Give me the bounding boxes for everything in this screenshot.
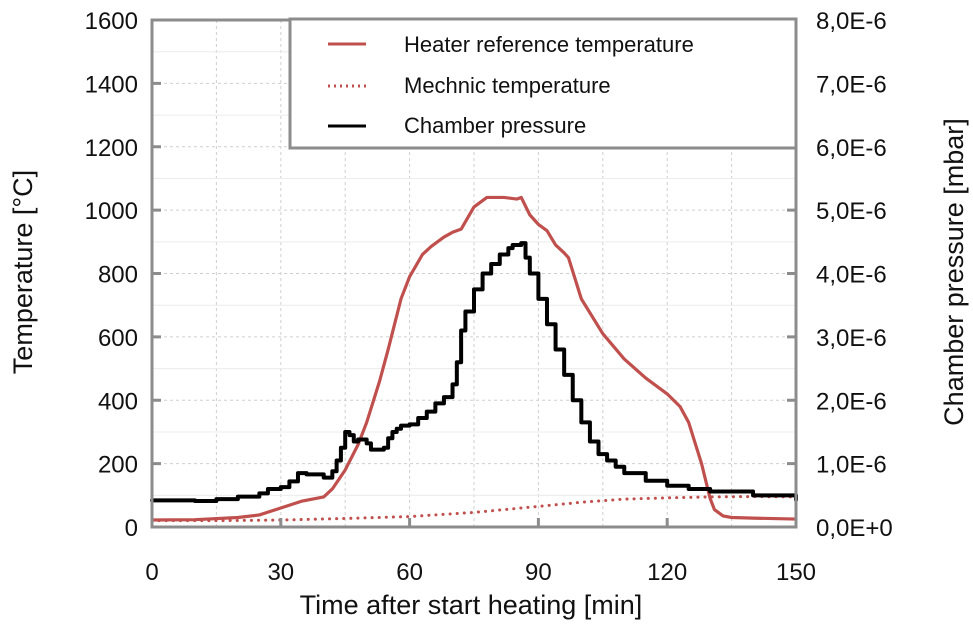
series-heater-line	[150, 195, 798, 522]
y-tick-label: 0	[125, 515, 138, 542]
x-tick-label: 120	[647, 559, 687, 586]
y-tick-label: 600	[98, 325, 138, 352]
y2-tick-label: 0,0E+0	[816, 515, 893, 542]
x-tick-label: 90	[525, 559, 552, 586]
series-pressure-line	[150, 241, 798, 504]
y-tick-label: 1200	[85, 135, 138, 162]
y-tick-label: 1600	[85, 8, 138, 35]
x-tick-label: 150	[776, 559, 816, 586]
ticks: 020040060080010001200140016000,0E+01,0E-…	[85, 8, 893, 586]
y2-tick-label: 5,0E-6	[816, 198, 887, 225]
y2-tick-label: 6,0E-6	[816, 135, 887, 162]
y-axis-title: Temperature [°C]	[8, 170, 38, 374]
y-tick-label: 200	[98, 452, 138, 479]
legend-label-heater: Heater reference temperature	[404, 32, 694, 57]
x-tick-label: 60	[396, 559, 423, 586]
x-tick-label: 0	[145, 559, 158, 586]
legend: Heater reference temperature Mechnic tem…	[288, 17, 798, 150]
y2-axis-title: Chamber pressure [mbar]	[939, 118, 969, 426]
y2-tick-label: 4,0E-6	[816, 262, 887, 289]
legend-label-pressure: Chamber pressure	[404, 113, 586, 138]
y2-tick-label: 3,0E-6	[816, 325, 887, 352]
legend-box	[288, 17, 798, 150]
x-tick-label: 30	[267, 559, 294, 586]
y-tick-label: 1000	[85, 198, 138, 225]
y-tick-label: 400	[98, 388, 138, 415]
legend-label-mechnic: Mechnic temperature	[404, 73, 611, 98]
y2-tick-label: 8,0E-6	[816, 8, 887, 35]
y-tick-label: 1400	[85, 71, 138, 98]
y-tick-label: 800	[98, 262, 138, 289]
x-axis-title: Time after start heating [min]	[300, 590, 643, 620]
y2-tick-label: 1,0E-6	[816, 452, 887, 479]
y2-tick-label: 7,0E-6	[816, 71, 887, 98]
y2-tick-label: 2,0E-6	[816, 388, 887, 415]
